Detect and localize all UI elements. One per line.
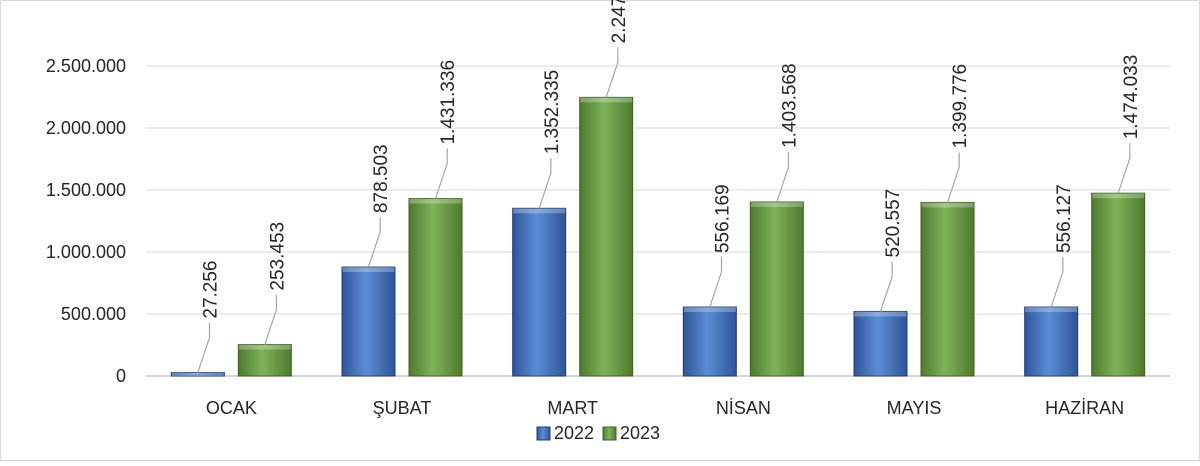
category-label: MAYIS — [887, 398, 942, 418]
value-label: 2.247.235 — [609, 0, 630, 43]
leader-line — [197, 322, 211, 373]
bar-bevel — [580, 97, 633, 103]
bar-rect — [853, 310, 908, 377]
category-label: OCAK — [206, 398, 257, 418]
data-labels: 27.256 253.453 878.503 1.431.336 1.352.335 2.… — [197, 0, 1142, 373]
value-label: 1.352.335 — [542, 70, 563, 155]
value-label: 520.557 — [883, 189, 904, 258]
leader-line — [709, 257, 723, 308]
bar-2022 — [1024, 306, 1079, 377]
bar-2023 — [1091, 192, 1146, 377]
x-axis: OCAK ŞUBAT MART NİSAN MAYIS HAZİRAN — [206, 398, 1124, 418]
bar-bevel — [342, 267, 395, 273]
value-label: 556.127 — [1054, 184, 1075, 253]
bar-rect — [408, 198, 463, 377]
bar-2022 — [170, 372, 225, 377]
bar-2022 — [682, 306, 737, 377]
leader-line — [946, 152, 960, 203]
leader-line — [434, 148, 448, 199]
bar-rect — [1091, 192, 1146, 377]
leader-line — [605, 47, 619, 98]
value-label: 878.503 — [371, 144, 392, 213]
bar-2023 — [749, 201, 804, 377]
bar-rect — [682, 306, 737, 377]
value-label: 27.256 — [200, 260, 221, 318]
data-label-group: 27.256 — [197, 260, 221, 373]
bar-rect — [341, 266, 396, 377]
bar-2023 — [408, 198, 463, 377]
bar-bevel — [854, 311, 907, 317]
bar-bevel — [238, 344, 291, 350]
value-label: 1.403.568 — [779, 63, 800, 148]
data-label-group: 1.431.336 — [434, 60, 459, 199]
legend-label: 2022 — [554, 423, 594, 443]
data-label-group: 2.247.235 — [605, 0, 630, 98]
bars — [170, 96, 1146, 377]
category-label: MART — [547, 398, 598, 418]
value-label: 1.431.336 — [438, 60, 459, 145]
data-label-group: 520.557 — [879, 189, 904, 312]
legend-swatch — [536, 426, 551, 441]
leader-line — [879, 261, 893, 312]
legend-item-2023: 2023 — [602, 423, 660, 443]
bar-rect — [920, 201, 975, 377]
y-tick-label: 2.500.000 — [46, 56, 126, 76]
bar-2023 — [237, 344, 292, 377]
data-label-group: 1.474.033 — [1117, 55, 1142, 194]
data-label-group: 556.127 — [1050, 184, 1075, 308]
bar-bevel — [921, 202, 974, 208]
legend-label: 2023 — [620, 423, 660, 443]
bar-bevel — [409, 198, 462, 204]
leader-line — [1050, 257, 1064, 308]
y-tick-label: 1.500.000 — [46, 180, 126, 200]
bar-2022 — [341, 266, 396, 377]
bar-bevel — [171, 372, 224, 376]
leader-line — [776, 151, 790, 203]
bar-2023 — [920, 201, 975, 377]
data-label-group: 1.352.335 — [538, 70, 563, 209]
data-label-group: 253.453 — [264, 222, 288, 345]
data-label-group: 1.403.568 — [776, 63, 800, 203]
y-tick-label: 500.000 — [61, 304, 126, 324]
value-label: 253.453 — [267, 222, 288, 291]
legend-swatch — [602, 426, 617, 441]
category-label: NİSAN — [716, 398, 771, 418]
value-label: 556.169 — [712, 184, 733, 253]
bar-bevel — [1092, 193, 1145, 199]
bar-bevel — [1025, 307, 1078, 313]
bar-bevel — [513, 208, 566, 214]
leader-line — [538, 158, 552, 209]
leader-line — [264, 294, 278, 345]
bar-rect — [237, 344, 292, 377]
legend-item-2022: 2022 — [536, 423, 594, 443]
data-label-group: 1.399.776 — [946, 64, 971, 203]
leader-line — [1117, 143, 1131, 194]
y-axis: 0 500.000 1.000.000 1.500.000 2.000.000 2.500… — [46, 56, 1170, 386]
bar-rect — [749, 201, 804, 377]
legend: 2022 2023 — [536, 423, 660, 443]
bar-2022 — [512, 207, 567, 377]
bar-rect — [1024, 306, 1079, 377]
leader-line — [367, 217, 381, 268]
bar-2022 — [853, 310, 908, 377]
data-label-group: 878.503 — [367, 144, 392, 268]
bar-rect — [512, 207, 567, 377]
category-label: HAZİRAN — [1045, 398, 1124, 418]
bar-bevel — [750, 201, 803, 207]
bar-bevel — [683, 307, 736, 313]
category-label: ŞUBAT — [373, 398, 432, 418]
y-tick-label: 1.000.000 — [46, 242, 126, 262]
value-label: 1.474.033 — [1121, 55, 1142, 140]
bar-2023 — [579, 96, 634, 377]
y-tick-label: 0 — [116, 366, 126, 386]
y-tick-label: 2.000.000 — [46, 118, 126, 138]
bar-rect — [579, 96, 634, 377]
data-label-group: 556.169 — [709, 184, 733, 308]
value-label: 1.399.776 — [950, 64, 971, 149]
